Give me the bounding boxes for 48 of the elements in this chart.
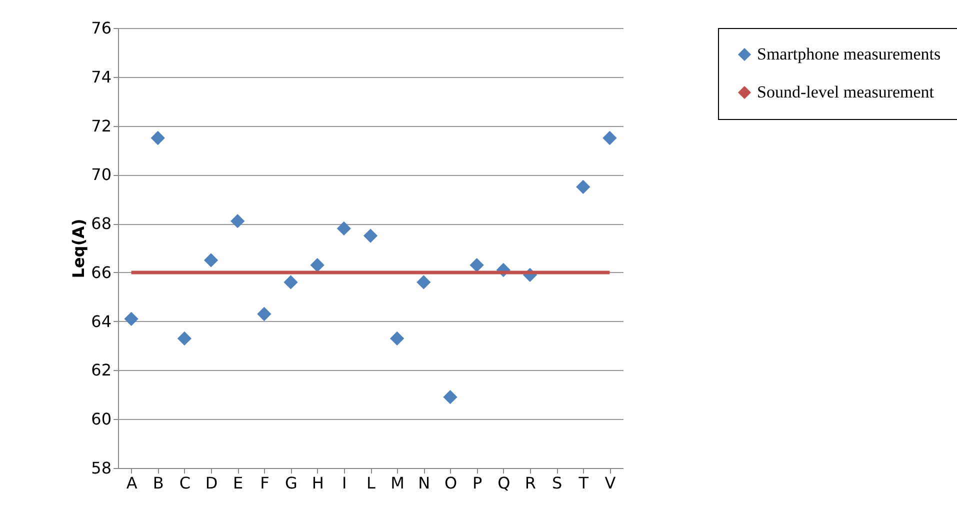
point [284,275,298,290]
x-tick-label: F [260,474,270,492]
y-tick-label: 66 [91,262,112,282]
y-tick-label: 72 [91,116,112,136]
point [230,214,245,228]
x-tick-label: V [604,474,616,492]
x-tick-label: Q [498,474,510,492]
x-tick-label: S [552,474,562,492]
point [602,130,617,146]
point [363,228,378,243]
x-tick-label: M [390,474,404,492]
point [470,258,484,272]
y-tick-label: 76 [91,18,112,38]
point [310,258,324,272]
y-tick-label: 68 [91,214,112,234]
x-tick-label: R [524,474,536,492]
x-tick-label: A [126,474,138,492]
x-tick-label: P [472,474,482,492]
point [124,312,138,326]
point [257,306,272,322]
y-tick-label: 60 [91,410,112,429]
point [204,253,218,268]
point [390,331,404,346]
legend-label: Smartphone measurements [757,44,941,64]
point [150,130,165,146]
x-tick-label: D [205,474,218,492]
x-tick-label: G [285,474,298,492]
x-tick-label: B [152,474,164,492]
y-tick-label: 74 [91,67,112,86]
y-tick-label: 62 [91,360,112,380]
x-tick-label: L [366,474,376,492]
x-tick-label: H [312,474,324,492]
x-tick-label: E [233,474,244,492]
x-tick-label: N [418,474,430,492]
x-tick-label: C [179,474,191,492]
point [177,331,192,346]
x-tick-label: O [444,474,458,492]
y-tick-label: 58 [91,458,112,478]
point [416,275,431,290]
point [336,221,351,236]
y-tick-label: 64 [91,312,112,331]
x-tick-label: I [342,474,347,492]
point [576,180,590,194]
point [443,390,458,404]
y-axis-title: Leq(A) [69,218,88,278]
legend-label: Sound-level measurement [757,82,934,102]
y-tick-label: 70 [91,165,112,184]
x-tick-label: T [578,474,589,492]
